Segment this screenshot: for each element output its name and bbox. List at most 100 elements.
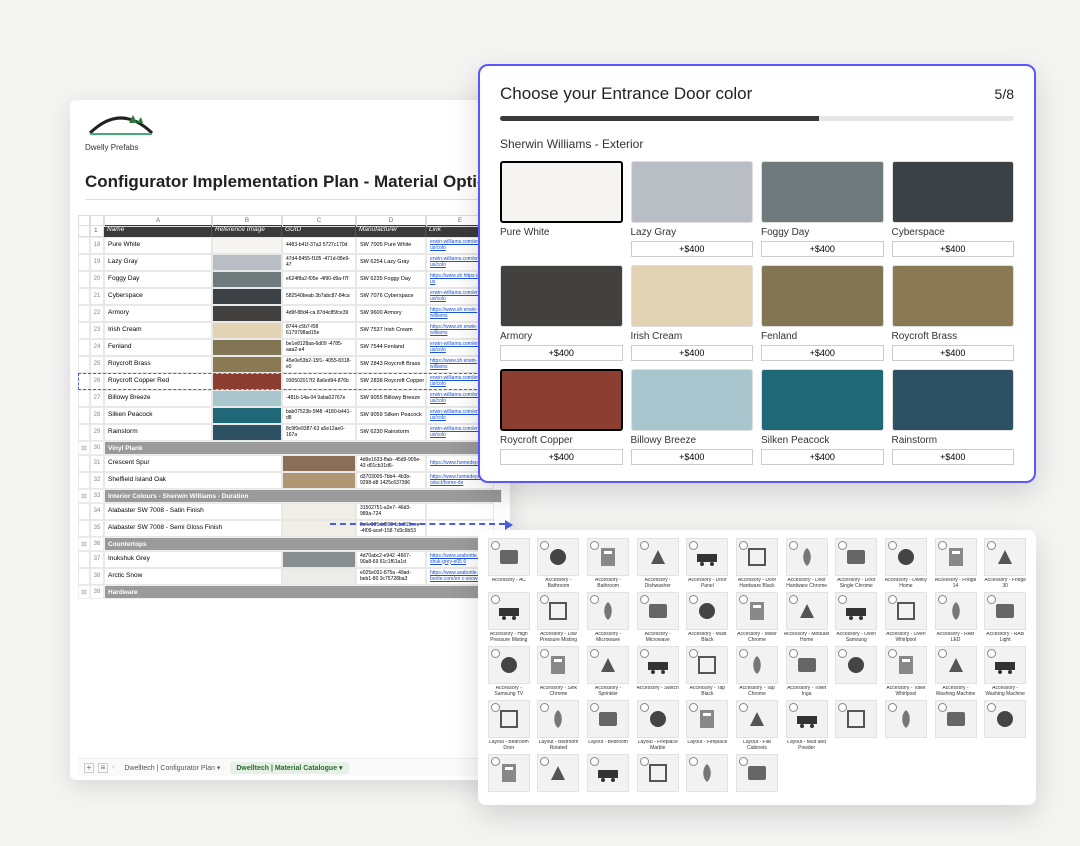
color-swatch[interactable]: Cyberspace+$400 [892, 161, 1015, 257]
table-row[interactable]: 26Roycroft Copper Red930502017f2 8a6ed94… [78, 373, 502, 390]
asset-thumb[interactable]: Layout - Bedroom Rotated [536, 700, 582, 750]
asset-thumb[interactable] [883, 700, 929, 750]
asset-thumb[interactable] [734, 754, 780, 804]
asset-thumb[interactable]: Accessory - Sink Chrome [536, 646, 582, 696]
asset-thumb[interactable]: Accessory - Washing Machine Top [982, 646, 1028, 696]
color-swatch[interactable]: Pure White [500, 161, 623, 257]
asset-thumb[interactable]: Accessory - Oven Samsung [833, 592, 879, 642]
asset-thumb[interactable] [635, 754, 681, 804]
table-row[interactable]: 21Cyberspace582540beab 3b7abc87-84caSW 7… [78, 288, 502, 305]
asset-thumb[interactable] [933, 700, 979, 750]
table-row[interactable]: 28Silken Peacockbab07523b-5f48 -4180-b44… [78, 407, 502, 424]
asset-thumb[interactable] [536, 754, 582, 804]
asset-thumb[interactable]: Layout - Mud and Powder [784, 700, 830, 750]
asset-thumb[interactable]: Accessory - Tap Chrome [734, 646, 780, 696]
sheet-title: Configurator Implementation Plan - Mater… [85, 172, 507, 192]
asset-thumb[interactable]: Accessory - Samsung TV [486, 646, 532, 696]
configurator-panel: Choose your Entrance Door color 5/8 Sher… [478, 64, 1036, 483]
all-sheets-button[interactable]: ≡ [98, 763, 108, 773]
table-row[interactable]: 19Lazy Gray47d4-8455-f105 -471d-08e9-47S… [78, 254, 502, 271]
asset-thumb[interactable]: Accessory - Oven Whirlpool [883, 592, 929, 642]
asset-thumb[interactable]: Layout - Fireplace Marble [635, 700, 681, 750]
table-row[interactable]: 23Irish Cream8744-c5b7-f08 6179798ad15eS… [78, 322, 502, 339]
table-row[interactable]: 38Arctic Snowe025e031-875a -49ad-beb1-80… [78, 568, 502, 585]
asset-thumb[interactable]: Accessory - Must Black [685, 592, 731, 642]
asset-thumb[interactable]: Accessory - Fridge 14 [933, 538, 979, 588]
table-row[interactable]: 34Alabaster SW 7008 - Satin Finish315027… [78, 503, 502, 520]
asset-thumb[interactable]: Accessory - Bathroom Accessory Chrome [536, 538, 582, 588]
swatch-grid: Pure WhiteLazy Gray+$400Foggy Day+$400Cy… [500, 161, 1014, 465]
asset-thumb[interactable]: Accessory - Microwave Samsung [585, 592, 631, 642]
asset-thumb[interactable]: Accessory - Dwelly Home [883, 538, 929, 588]
asset-thumb[interactable] [833, 646, 879, 696]
column-letters: A B C D E [78, 215, 502, 225]
color-swatch[interactable]: Billowy Breeze+$400 [631, 369, 754, 465]
asset-thumb[interactable] [833, 700, 879, 750]
tab-configurator-plan[interactable]: Dwelltech | Configurator Plan ▾ [118, 762, 226, 774]
asset-thumb[interactable]: Accessory - AC [486, 538, 532, 588]
table-row[interactable]: 37Inukshuk Grey4d70abc2-e942 -4667-90a8-… [78, 551, 502, 568]
configurator-step: 5/8 [995, 86, 1014, 102]
section-countertops[interactable]: ⊟36Countertops [78, 537, 502, 551]
asset-thumb[interactable]: Layout - Bedroom Door [486, 700, 532, 750]
color-swatch[interactable]: Armory+$400 [500, 265, 623, 361]
header-row: 1 Name Reference Image GUID Manufacturer… [78, 225, 502, 237]
color-swatch[interactable]: Roycroft Brass+$400 [892, 265, 1015, 361]
section-interior[interactable]: ⊟33Interior Colours - Sherwin Williams -… [78, 489, 502, 503]
configurator-title: Choose your Entrance Door color [500, 84, 752, 104]
asset-thumb[interactable]: Accessory - Door Panel [685, 538, 731, 588]
color-swatch[interactable]: Foggy Day+$400 [761, 161, 884, 257]
asset-thumb[interactable]: Accessory - Switch [635, 646, 681, 696]
asset-thumb[interactable]: Accessory - Sprinkler [585, 646, 631, 696]
table-row[interactable]: 22Armory4d9f-88d4-ca 87d4c85fce39SW 9600… [78, 305, 502, 322]
tab-material-catalogue[interactable]: Dwelltech | Material Catalogue ▾ [230, 762, 348, 774]
asset-thumb[interactable]: Accessory - Door Single Chrome [833, 538, 879, 588]
asset-thumb[interactable] [585, 754, 631, 804]
asset-thumb[interactable] [685, 754, 731, 804]
connector-arrow [330, 523, 505, 525]
table-row[interactable]: 20Foggy Daye624f8a2-f05e -4f90-d9a-f7fSW… [78, 271, 502, 288]
color-swatch[interactable]: Silken Peacock+$400 [761, 369, 884, 465]
assets-panel: Accessory - ACAccessory - Bathroom Acces… [478, 530, 1036, 805]
asset-thumb[interactable]: Accessory - Dishwasher [635, 538, 681, 588]
table-row[interactable]: 27Billowy Breeze-481b-14a-04 9aba02767eS… [78, 390, 502, 407]
table-row[interactable]: 29Rainstorm8c9f0e9387-63 a5e12ae0-167aSW… [78, 424, 502, 441]
asset-thumb[interactable] [982, 700, 1028, 750]
table-row[interactable]: 32Sheffield Island Oakd3703005-7bb4- 4b3… [78, 472, 502, 489]
color-swatch[interactable]: Irish Cream+$400 [631, 265, 754, 361]
asset-thumb[interactable]: Accessory - RAB LED [933, 592, 979, 642]
asset-thumb[interactable]: Accessory - Bathroom Accessory Matte Bla… [585, 538, 631, 588]
asset-thumb[interactable]: Accessory - Microwave Whirlpool [635, 592, 681, 642]
table-row[interactable]: 18Pure White4483-b41f-37a3 5727c170dSW 7… [78, 237, 502, 254]
table-row[interactable]: 25Roycroft Brass45e0e53b2-15f1- 4055-831… [78, 356, 502, 373]
asset-thumb[interactable]: Accessory - Toilet Whirlpool [883, 646, 929, 696]
asset-thumb[interactable]: Accessory - Modular Home [784, 592, 830, 642]
asset-thumb[interactable]: Accessory - Washing Machine [933, 646, 979, 696]
color-swatch[interactable]: Fenland+$400 [761, 265, 884, 361]
asset-thumb[interactable]: Layout - Fireplace [685, 700, 731, 750]
asset-thumb[interactable]: Accessory - Low Pressure Misting [536, 592, 582, 642]
asset-thumb[interactable]: Accessory - High Pressure Misting [486, 592, 532, 642]
color-swatch[interactable]: Rainstorm+$400 [892, 369, 1015, 465]
section-hardware[interactable]: ⊟39Hardware [78, 585, 502, 599]
table-row[interactable]: 31Crescent Spur4d9e1633-ffab- 45d9-905e-… [78, 455, 502, 472]
add-sheet-button[interactable]: + [84, 763, 94, 773]
spreadsheet-grid[interactable]: A B C D E 1 Name Reference Image GUID Ma… [78, 215, 502, 752]
progress-bar [500, 116, 1014, 121]
section-vinyl-plank[interactable]: ⊟30Vinyl Plank [78, 441, 502, 455]
asset-thumb[interactable]: Accessory - RAB Light [982, 592, 1028, 642]
asset-thumb[interactable]: Layout - Flat Cabinets [734, 700, 780, 750]
color-swatch[interactable]: Roycroft Copper+$400 [500, 369, 623, 465]
brand-logo: Dwelly Prefabs [85, 108, 157, 148]
asset-thumb[interactable]: Accessory - Fridge 30 [982, 538, 1028, 588]
asset-thumb[interactable]: Accessory - Tap Black [685, 646, 731, 696]
asset-thumb[interactable] [486, 754, 532, 804]
asset-thumb[interactable]: Accessory - Door Hardware Chrome [784, 538, 830, 588]
asset-thumb[interactable]: Layout - Bedroom [585, 700, 631, 750]
asset-thumb[interactable]: Accessory - Door Hardware Black [734, 538, 780, 588]
asset-thumb[interactable]: Accessory - Toilet Inga [784, 646, 830, 696]
color-swatch[interactable]: Lazy Gray+$400 [631, 161, 754, 257]
asset-thumb[interactable]: Accessory - Mixer Chrome [734, 592, 780, 642]
brand-name: Dwelly Prefabs [85, 143, 157, 152]
table-row[interactable]: 24Fenlandbe1e8128aa-6d09 -4785-aaa2-e4SW… [78, 339, 502, 356]
